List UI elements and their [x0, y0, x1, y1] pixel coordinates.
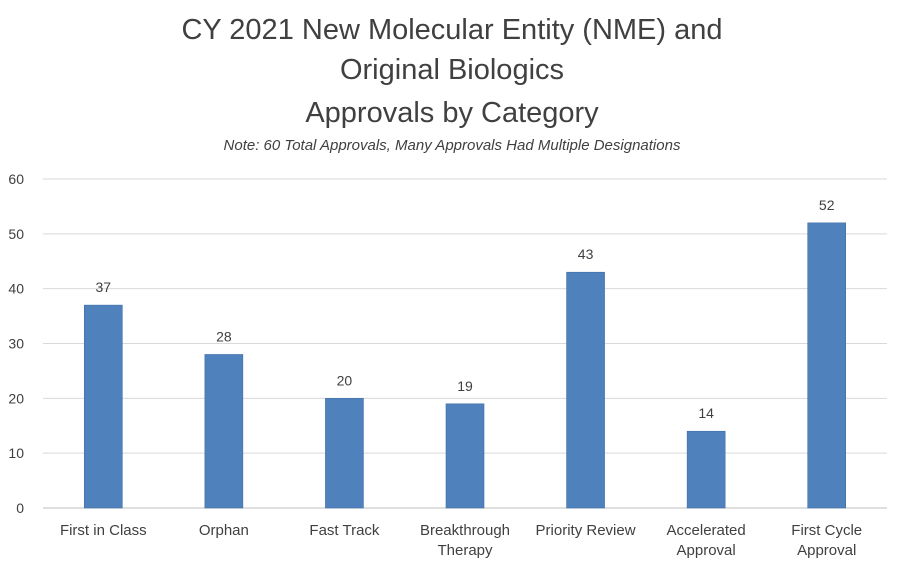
- x-tick-label: First in Class: [60, 522, 147, 539]
- y-tick-label: 40: [8, 281, 24, 297]
- bar: [686, 430, 726, 509]
- x-tick-label-line: Accelerated: [667, 522, 746, 539]
- x-axis-tick-labels: First in Class Orphan Fast Track Breakthrou…: [60, 522, 862, 559]
- data-label: 19: [457, 378, 473, 394]
- bar: [83, 304, 123, 509]
- data-label: 52: [819, 197, 835, 213]
- chart-title-line: Original Biologics: [340, 54, 564, 86]
- x-tick-label-line: Priority Review: [536, 522, 636, 539]
- x-tick-label: Orphan: [199, 522, 249, 539]
- y-tick-label: 60: [8, 171, 24, 187]
- data-labels: 37 28 20 19 43 14 52: [95, 197, 834, 421]
- x-tick-label-line: Approval: [797, 542, 856, 559]
- chart-title: CY 2021 New Molecular Entity (NME) and Or…: [181, 14, 722, 129]
- bar: [325, 398, 364, 509]
- x-tick-label: First Cycle Approval: [791, 522, 862, 559]
- bar: [807, 222, 847, 509]
- x-tick-label: Breakthrough Therapy: [420, 522, 510, 559]
- x-tick-label: Accelerated Approval: [667, 522, 746, 559]
- x-tick-label-line: First Cycle: [791, 522, 862, 539]
- bar: [566, 271, 605, 509]
- y-tick-label: 50: [8, 226, 24, 242]
- y-tick-label: 20: [8, 390, 24, 406]
- x-tick-label-line: Fast Track: [309, 522, 380, 539]
- data-label: 28: [216, 328, 232, 344]
- chart-subtitle: Note: 60 Total Approvals, Many Approvals…: [224, 137, 681, 154]
- bar: [204, 354, 244, 509]
- chart-title-line: Approvals by Category: [305, 97, 599, 129]
- x-tick-label: Priority Review: [536, 522, 636, 539]
- bar: [445, 403, 485, 509]
- y-axis-tick-labels: 0 10 20 30 40 50 60: [8, 171, 24, 516]
- y-tick-label: 0: [16, 500, 24, 516]
- data-label: 43: [578, 246, 594, 262]
- y-tick-label: 30: [8, 336, 24, 352]
- data-label: 14: [698, 405, 714, 421]
- x-tick-label-line: Orphan: [199, 522, 249, 539]
- x-tick-label: Fast Track: [309, 522, 380, 539]
- data-label: 37: [95, 279, 111, 295]
- x-tick-label-line: First in Class: [60, 522, 147, 539]
- x-tick-label-line: Therapy: [437, 542, 493, 559]
- chart-title-line: CY 2021 New Molecular Entity (NME) and: [181, 14, 722, 46]
- bars: [83, 222, 847, 509]
- x-tick-label-line: Breakthrough: [420, 522, 510, 539]
- gridlines: [43, 178, 887, 509]
- x-tick-label-line: Approval: [677, 542, 736, 559]
- y-tick-label: 10: [8, 445, 24, 461]
- data-label: 20: [337, 372, 353, 388]
